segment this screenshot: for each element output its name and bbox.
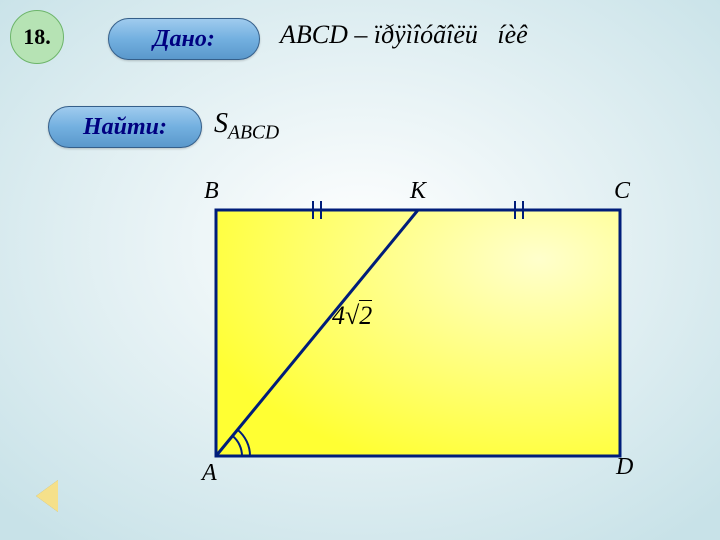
slide-stage: 18. Дано: ABCD – ïðÿìîóãîëü íèê Найти: S… — [0, 0, 720, 540]
prev-slide-button[interactable] — [36, 480, 58, 512]
segment-ak-length: 4√2 — [332, 300, 372, 331]
point-label-c: C — [614, 178, 630, 205]
point-label-k: K — [410, 178, 426, 205]
point-label-d: D — [616, 454, 633, 481]
ak-radicand: 2 — [359, 300, 372, 331]
ak-coef: 4 — [332, 301, 345, 330]
point-label-a: A — [202, 460, 217, 487]
point-label-b: B — [204, 178, 219, 205]
rectangle-abcd — [216, 210, 620, 456]
geometry-figure — [0, 0, 720, 540]
